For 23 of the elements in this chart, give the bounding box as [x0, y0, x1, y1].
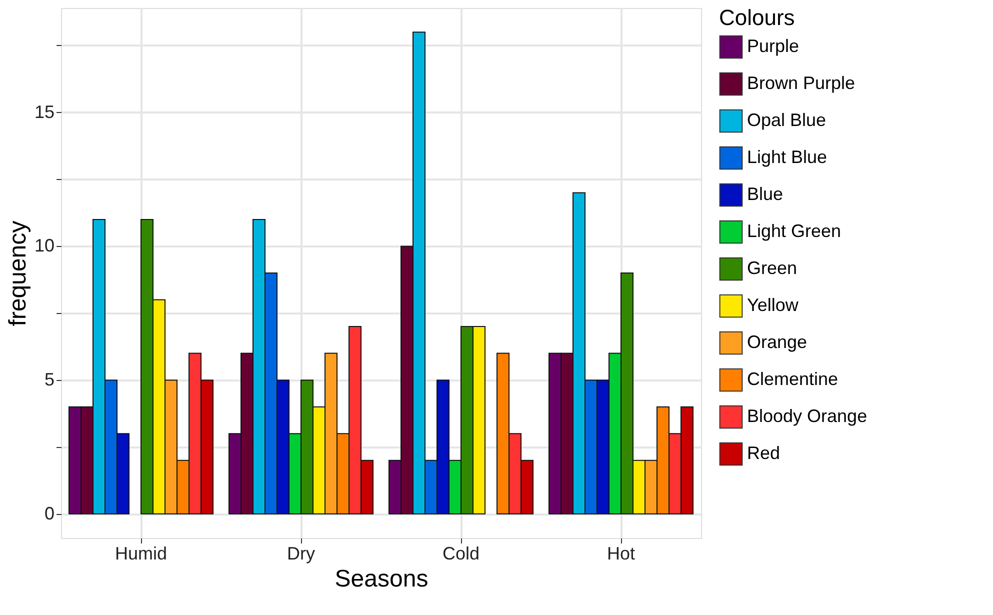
- legend-label: Bloody Orange: [747, 406, 868, 426]
- legend-label: Orange: [747, 332, 808, 352]
- legend-label: Clementine: [747, 369, 838, 389]
- y-tick-label: 5: [44, 370, 54, 390]
- legend-label: Opal Blue: [747, 110, 826, 130]
- x-tick-label: Cold: [442, 544, 480, 564]
- y-tick-label: 10: [34, 236, 54, 256]
- y-axis-title: frequency: [4, 220, 32, 326]
- legend-label: Red: [747, 443, 780, 463]
- y-tick-label: 15: [34, 102, 54, 122]
- x-tick-label: Humid: [114, 544, 168, 564]
- legend-label: Brown Purple: [747, 73, 856, 93]
- legend-label: Yellow: [747, 295, 800, 315]
- y-tick-label: 0: [44, 503, 54, 524]
- legend-label: Green: [747, 258, 798, 278]
- x-tick-label: Dry: [287, 544, 315, 564]
- legend-label: Light Green: [747, 221, 842, 241]
- legend-label: Purple: [747, 36, 800, 56]
- x-tick-label: Hot: [606, 544, 636, 564]
- legend-label: Light Blue: [747, 147, 828, 167]
- legend-label: Blue: [747, 184, 784, 204]
- x-axis-title: Seasons: [334, 566, 428, 592]
- legend-title: Colours: [719, 5, 795, 30]
